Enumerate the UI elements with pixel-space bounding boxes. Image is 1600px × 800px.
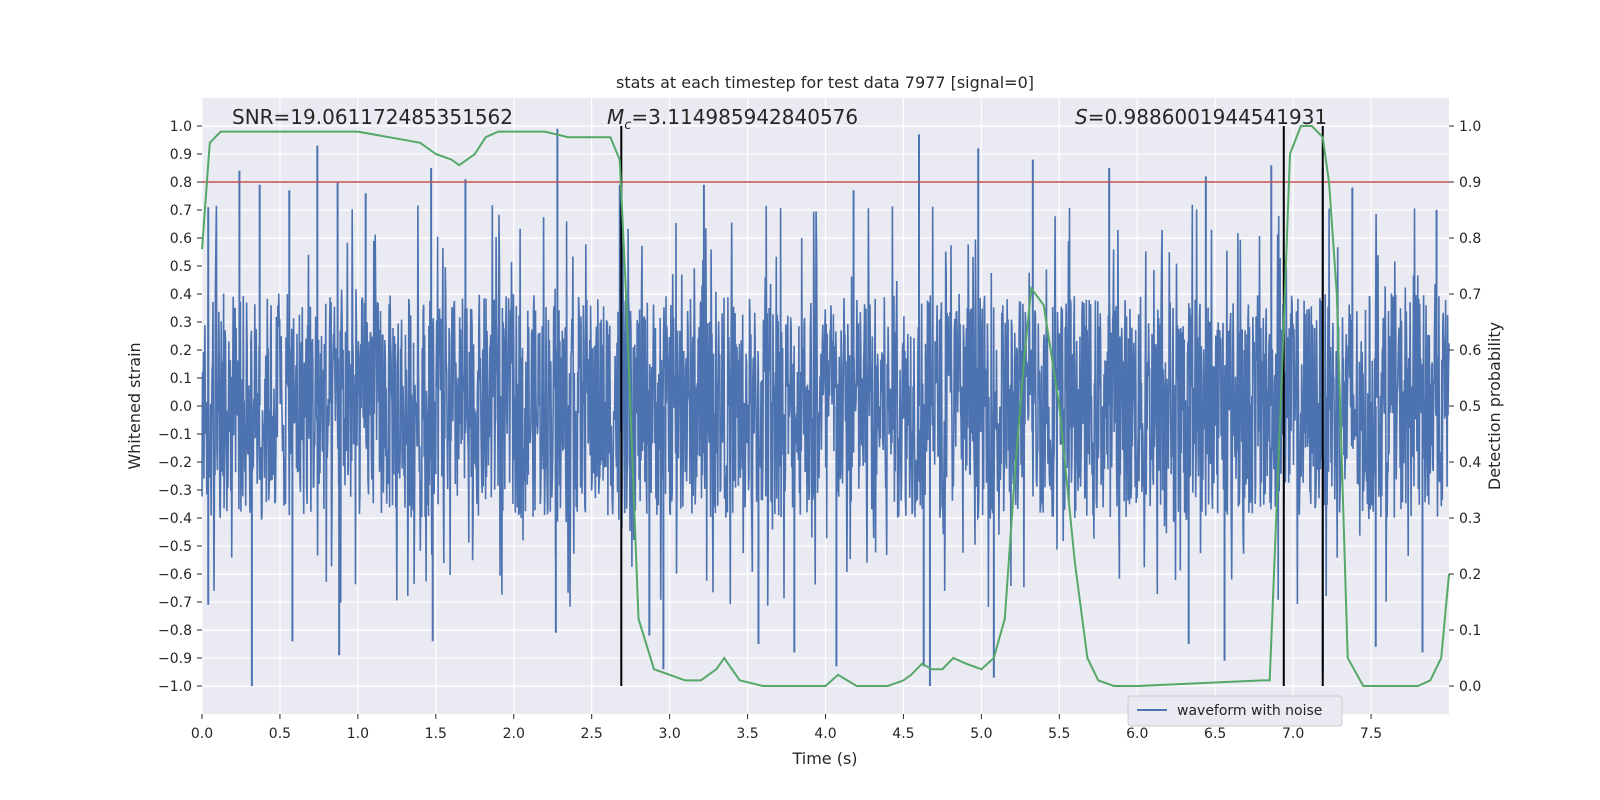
x-tick-label: 2.0 [503, 726, 525, 742]
y-tick-label-right: 0.6 [1459, 343, 1481, 359]
vertical-lines [620, 126, 1324, 686]
waveform-series [201, 128, 1450, 686]
x-tick-label: 2.5 [581, 726, 603, 742]
legend: waveform with noise [1127, 695, 1343, 727]
y-tick-label-left: −0.7 [158, 595, 192, 611]
y-tick-label-left: 0.6 [170, 231, 192, 247]
x-tick-label: 6.0 [1126, 726, 1148, 742]
y-tick-label-left: −0.1 [158, 427, 192, 443]
mc-value: =3.114985942840576 [631, 105, 858, 129]
x-tick-label: 3.5 [736, 726, 758, 742]
x-tick-label: 5.0 [970, 726, 992, 742]
y-tick-label-right: 1.0 [1459, 119, 1481, 135]
y-tick-label-left: −0.3 [158, 483, 192, 499]
mc-annotation: Mc=3.114985942840576 [607, 105, 858, 133]
legend-box [1127, 695, 1343, 727]
x-ticks: 0.0 0.5 1.0 1.5 2.0 2.5 3.0 3.5 4.0 4.5 5.0 5.5 6.0 6… [191, 714, 1382, 742]
y-tick-label-left: 0.2 [170, 343, 192, 359]
y-tick-label-left: −1.0 [158, 679, 192, 695]
y-tick-label-left: 0.8 [170, 175, 192, 191]
probability-line [201, 125, 1450, 687]
y-tick-label-left: −0.2 [158, 455, 192, 471]
y-tick-label-left: 0.1 [170, 371, 192, 387]
chart-title: stats at each timestep for test data 797… [616, 73, 1034, 92]
s-symbol: S [1075, 105, 1088, 129]
y-tick-label-left: 0.0 [170, 399, 192, 415]
x-tick-label: 5.5 [1048, 726, 1070, 742]
y-tick-label-left: −0.8 [158, 623, 192, 639]
mc-symbol: M [607, 105, 624, 129]
y-ticks-right: 0.0 0.1 0.2 0.3 0.4 0.5 0.6 0.7 0.8 0.9 1.0 [1449, 119, 1481, 695]
y-tick-label-left: −0.6 [158, 567, 192, 583]
y-tick-label-left: −0.4 [158, 511, 192, 527]
x-tick-label: 0.5 [269, 726, 291, 742]
x-tick-label: 0.0 [191, 726, 213, 742]
y-tick-label-right: 0.1 [1459, 623, 1481, 639]
y-tick-label-left: −0.5 [158, 539, 192, 555]
s-value: =0.9886001944541931 [1088, 105, 1327, 129]
s-annotation: S=0.9886001944541931 [1075, 105, 1327, 129]
y-tick-label-right: 0.3 [1459, 511, 1481, 527]
x-tick-label: 4.0 [814, 726, 836, 742]
y-tick-label-left: 0.7 [170, 203, 192, 219]
x-tick-label: 4.5 [892, 726, 914, 742]
y-tick-label-right: 0.2 [1459, 567, 1481, 583]
y-tick-label-right: 0.9 [1459, 175, 1481, 191]
y-tick-label-right: 0.7 [1459, 287, 1481, 303]
x-tick-label: 3.0 [658, 726, 680, 742]
y-tick-label-right: 0.8 [1459, 231, 1481, 247]
mc-subscript: c [624, 118, 631, 133]
y-tick-label-right: 0.5 [1459, 399, 1481, 415]
y-tick-label-left: 0.9 [170, 147, 192, 163]
snr-annotation: SNR=19.061172485351562 [232, 105, 513, 129]
legend-label: waveform with noise [1177, 703, 1322, 719]
y-axis-label-right: Detection probability [1485, 322, 1504, 490]
y-tick-label-left: 0.5 [170, 259, 192, 275]
x-tick-label: 7.5 [1360, 726, 1382, 742]
x-tick-label: 7.0 [1282, 726, 1304, 742]
y-tick-label-right: 0.4 [1459, 455, 1481, 471]
x-tick-label: 1.0 [347, 726, 369, 742]
y-tick-label-left: 0.3 [170, 315, 192, 331]
y-tick-label-left: −0.9 [158, 651, 192, 667]
x-axis-label: Time (s) [791, 749, 857, 768]
y-tick-label-left: 0.4 [170, 287, 192, 303]
y-ticks-left: −1.0 −0.9 −0.8 −0.7 −0.6 −0.5 −0.4 −0.3 −0.2 −0.1… [158, 119, 202, 695]
waveform-line [201, 204, 1450, 608]
y-axis-label-left: Whitened strain [125, 342, 144, 469]
y-tick-label-right: 0.0 [1459, 679, 1481, 695]
y-tick-label-left: 1.0 [170, 119, 192, 135]
x-tick-label: 6.5 [1204, 726, 1226, 742]
x-tick-label: 1.5 [425, 726, 447, 742]
